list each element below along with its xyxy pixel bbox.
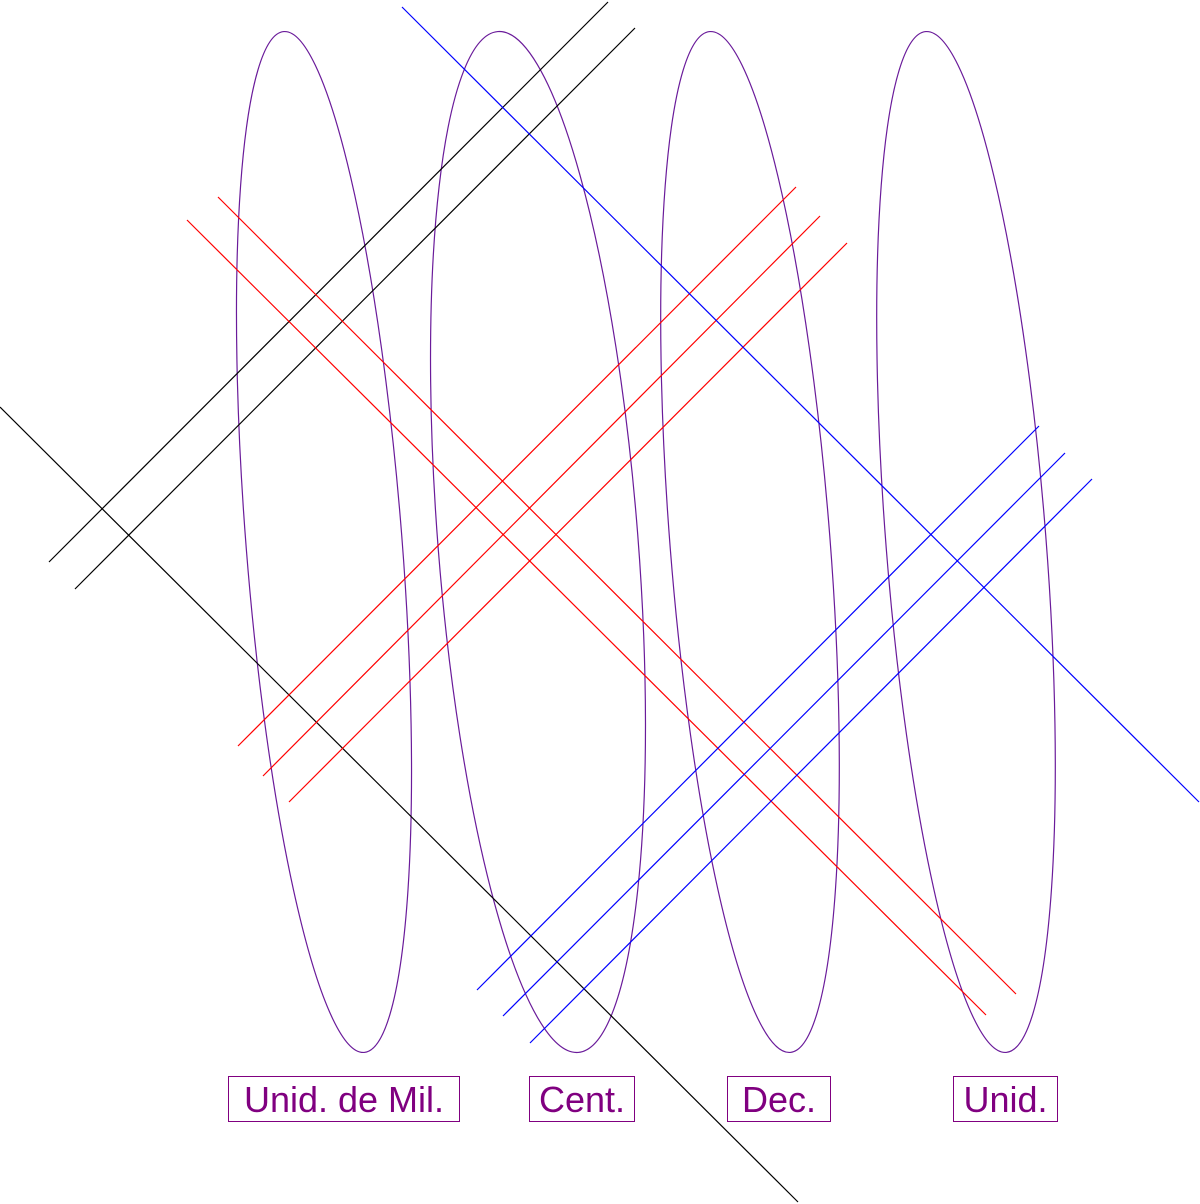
label-hundreds: Cent.: [529, 1076, 635, 1122]
black-line-descending: [0, 406, 799, 1203]
label-tens: Dec.: [727, 1076, 831, 1122]
place-value-ellipses: [235, 30, 1056, 1054]
label-thousands: Unid. de Mil.: [228, 1076, 460, 1122]
ellipse-hundreds: [429, 30, 647, 1054]
black-line-ascending-1: [48, 1, 609, 563]
ellipse-units: [876, 30, 1056, 1054]
label-units: Unid.: [953, 1076, 1058, 1122]
black-line-ascending-2: [74, 27, 636, 590]
blue-lines: [401, 6, 1200, 1044]
blue-line-descending: [401, 6, 1200, 803]
red-lines: [186, 186, 1017, 1016]
red-line-ascending-2: [262, 215, 821, 777]
ellipse-thousands: [235, 30, 413, 1054]
red-line-ascending-3: [288, 242, 848, 803]
ellipse-tens: [660, 30, 840, 1054]
blue-line-ascending-2: [502, 452, 1066, 1017]
blue-line-ascending-3: [529, 478, 1093, 1044]
red-line-descending-1: [217, 196, 1017, 995]
red-line-descending-2: [186, 219, 987, 1016]
red-line-ascending-1: [237, 186, 797, 747]
black-lines: [0, 1, 799, 1203]
blue-line-ascending-1: [476, 425, 1040, 991]
